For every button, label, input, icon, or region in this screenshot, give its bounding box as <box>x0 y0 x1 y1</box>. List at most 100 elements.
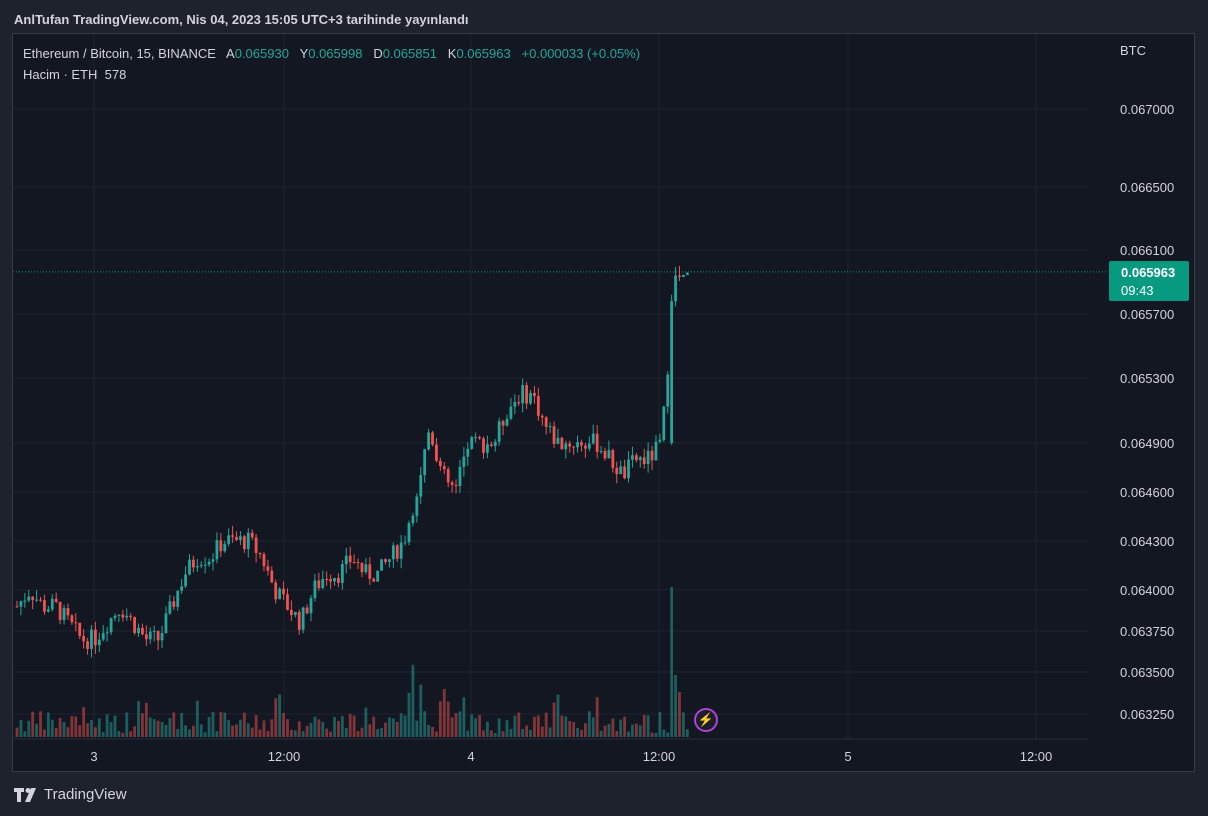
candle-body <box>105 632 109 634</box>
volume-bar <box>685 729 689 737</box>
volume-bar <box>431 726 434 737</box>
volume-bar <box>509 728 513 737</box>
volume-bar <box>176 728 180 737</box>
volume-bar <box>31 711 35 737</box>
chart-pane[interactable]: 0.067000 0.066500 0.066100 0.065700 0.065300… <box>12 33 1195 772</box>
volume-bar <box>372 716 376 737</box>
candle-body <box>74 622 78 624</box>
currency-label: BTC <box>1120 43 1146 58</box>
volume-bar <box>446 701 450 737</box>
volume-bar <box>419 684 423 737</box>
volume-bar <box>662 729 666 737</box>
volume-bar <box>239 719 242 737</box>
volume-bar <box>133 726 136 737</box>
candle-body <box>438 460 442 467</box>
price-tick-label: 0.064900 <box>1120 436 1174 451</box>
volume-bar <box>587 711 591 737</box>
volume-bar <box>141 713 144 737</box>
candle-body <box>631 455 634 460</box>
volume-bar <box>340 716 344 737</box>
volume-bar <box>344 727 348 737</box>
price-tick-label: 0.066100 <box>1120 243 1174 258</box>
candle-body <box>435 444 438 461</box>
volume-bar <box>325 728 329 737</box>
volume-bar <box>321 722 325 737</box>
candle-body <box>674 275 677 302</box>
volume-bar <box>333 717 336 737</box>
volume-bar <box>556 694 560 737</box>
volume-bar <box>548 727 552 737</box>
volume-bar <box>70 716 74 737</box>
volume-bar <box>113 715 117 737</box>
candle-body <box>544 417 548 427</box>
candle-body <box>540 415 544 418</box>
volume-bar <box>54 728 58 737</box>
volume-bar <box>274 698 278 737</box>
volume-bar <box>505 720 509 737</box>
volume-bar <box>27 720 31 737</box>
volume-bar <box>223 712 227 737</box>
volume-value: 578 <box>104 67 127 82</box>
volume-bar <box>584 723 587 737</box>
candle-body <box>211 559 215 562</box>
candle-body <box>431 432 434 445</box>
volume-bar <box>152 719 156 737</box>
candle-body <box>27 596 31 601</box>
volume-bar <box>246 723 250 737</box>
price-tick-label: 0.064300 <box>1120 534 1174 549</box>
volume-bar <box>125 712 129 737</box>
candle-body <box>568 443 572 447</box>
candle-body <box>442 466 446 470</box>
candle-body <box>368 564 372 579</box>
volume-bar <box>180 713 184 737</box>
candle-body <box>239 536 242 540</box>
symbol-name[interactable]: Ethereum / Bitcoin, 15, BINANCE <box>23 46 216 61</box>
volume-bar <box>242 712 246 737</box>
volume-bar <box>427 725 430 737</box>
volume-bar <box>670 587 674 737</box>
volume-bar <box>634 723 638 737</box>
candle-body <box>215 540 219 560</box>
chart-canvas[interactable]: 0.067000 0.066500 0.066100 0.065700 0.065300… <box>13 34 1195 772</box>
tradingview-logo[interactable]: TradingView <box>14 786 127 803</box>
symbol-legend[interactable]: Ethereum / Bitcoin, 15, BINANCE A0.06593… <box>23 46 640 61</box>
volume-bar <box>407 692 411 737</box>
candle-body <box>164 613 168 634</box>
candle-body <box>533 392 536 397</box>
candle-body <box>352 562 356 564</box>
lightning-icon[interactable]: ⚡ <box>694 708 718 732</box>
candle-body <box>505 418 509 426</box>
volume-bar <box>435 731 438 737</box>
candle-body <box>529 392 532 404</box>
candle-body <box>262 554 266 567</box>
volume-bar <box>454 713 458 737</box>
volume-bar <box>117 731 121 737</box>
volume-bar <box>192 725 195 737</box>
candle-body <box>446 469 450 483</box>
volume-bar <box>258 729 262 737</box>
candle-body <box>172 601 176 607</box>
close-label: K <box>447 46 457 61</box>
volume-bar <box>544 712 548 737</box>
price-tick-label: 0.065300 <box>1120 371 1174 386</box>
low-label: D <box>373 46 383 61</box>
candle-body <box>427 432 430 450</box>
candle-body <box>580 442 583 446</box>
candle-body <box>670 301 674 443</box>
volume-bar <box>262 720 266 737</box>
volume-bar <box>305 725 309 737</box>
volume-bar <box>438 701 442 737</box>
candle-body <box>278 588 282 600</box>
candle-body <box>94 629 97 646</box>
volume-bar <box>356 730 360 737</box>
volume-legend[interactable]: Hacim · ETH 578 <box>23 67 126 82</box>
volume-bar <box>313 716 317 737</box>
candle-body <box>141 627 144 635</box>
volume-bar <box>403 715 407 737</box>
volume-bar <box>376 728 380 737</box>
volume-bar <box>646 715 650 737</box>
candle-body <box>195 566 199 568</box>
volume-bar <box>105 714 109 737</box>
candle-body <box>423 449 427 475</box>
volume-bar <box>482 730 485 737</box>
